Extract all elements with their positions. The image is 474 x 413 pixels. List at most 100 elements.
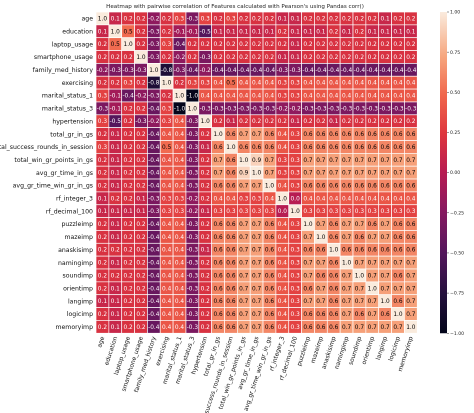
cell-value: 0.7 — [239, 183, 249, 189]
cell-value: 0.7 — [316, 158, 326, 164]
cell-value: 0.7 — [303, 158, 313, 164]
cell-value: 0.3 — [291, 235, 301, 241]
cell-value: 0.7 — [355, 171, 365, 177]
cell-value: 0.3 — [188, 81, 198, 87]
cell-value: 0.7 — [381, 235, 391, 241]
cell-value: 0.2 — [188, 55, 198, 61]
cell-value: -0.3 — [148, 196, 160, 202]
cell-value: 0.4 — [278, 248, 288, 254]
cell-value: 0.4 — [355, 81, 365, 87]
cell-value: 0.2 — [213, 42, 223, 48]
cell-value: 0.6 — [226, 286, 236, 292]
row-label: exercising — [62, 80, 93, 87]
cell-value: 0.3 — [162, 196, 172, 202]
cell-value: 0.3 — [239, 209, 249, 215]
cell-value: 0.6 — [265, 312, 275, 318]
cell-value: 0.2 — [226, 42, 236, 48]
cell-value: 0.6 — [252, 145, 262, 151]
cell-value: 0.2 — [136, 235, 146, 241]
cell-value: 0.2 — [136, 16, 146, 22]
cell-value: 0.4 — [381, 196, 391, 202]
colorbar-tick-label: 1.00 — [450, 10, 460, 16]
cell-value: 0.6 — [355, 235, 365, 241]
cell-value: 0.7 — [406, 171, 416, 177]
cell-value: 1.0 — [278, 196, 288, 202]
cell-value: -0.3 — [187, 222, 199, 228]
cell-value: 0.6 — [265, 299, 275, 305]
cell-value: 0.6 — [213, 183, 223, 189]
cell-value: 0.2 — [136, 261, 146, 267]
cell-value: 0.2 — [213, 55, 223, 61]
cell-value: 0.3 — [252, 209, 262, 215]
cell-value: -0.3 — [97, 106, 109, 112]
cell-value: -0.3 — [187, 312, 199, 318]
cell-value: 0.7 — [393, 286, 403, 292]
cell-value: 0.2 — [136, 183, 146, 189]
cell-value: 0.3 — [291, 81, 301, 87]
cell-value: 0.2 — [265, 16, 275, 22]
cell-value: 0.7 — [252, 325, 262, 331]
cell-value: 0.7 — [381, 171, 391, 177]
heatmap-cells: 1.0 0.1 0.2 0.2 -0.2 0.2 0.3 -0.3 0.3 0.2 0.3 0.2 0.… — [95, 11, 418, 334]
cell-value: -0.4 — [148, 158, 160, 164]
cell-value: 0.6 — [213, 325, 223, 331]
cell-value: 0.4 — [393, 94, 403, 100]
cell-value: -0.2 — [135, 94, 147, 100]
cell-value: 0.4 — [329, 81, 339, 87]
cell-value: 0.3 — [98, 119, 108, 125]
cell-value: -0.3 — [187, 273, 199, 279]
cell-value: 0.1 — [111, 286, 121, 292]
cell-value: 0.2 — [98, 81, 108, 87]
cell-value: 0.7 — [342, 222, 352, 228]
cell-value: 0.2 — [136, 273, 146, 279]
cell-value: 1.0 — [149, 68, 159, 74]
cell-value: 0.7 — [252, 273, 262, 279]
cell-value: 0.3 — [278, 171, 288, 177]
cell-value: -0.4 — [148, 273, 160, 279]
cell-value: 0.2 — [188, 42, 198, 48]
cell-value: 0.7 — [368, 158, 378, 164]
cell-value: -0.3 — [148, 209, 160, 215]
cell-value: 0.2 — [136, 222, 146, 228]
cell-value: -0.1 — [187, 29, 199, 35]
cell-value: -0.3 — [187, 132, 199, 138]
cell-value: -0.4 — [148, 106, 160, 112]
cell-value: 0.6 — [368, 132, 378, 138]
cell-value: 0.2 — [111, 55, 121, 61]
cell-value: -0.4 — [148, 312, 160, 318]
cell-value: 0.6 — [265, 132, 275, 138]
cell-value: 0.3 — [162, 42, 172, 48]
cell-value: 0.6 — [342, 132, 352, 138]
cell-value: 0.2 — [98, 158, 108, 164]
cell-value: -0.3 — [187, 158, 199, 164]
cell-value: 0.6 — [226, 312, 236, 318]
cell-value: -0.4 — [379, 68, 391, 74]
cell-value: 0.7 — [355, 222, 365, 228]
cell-value: 0.0 — [291, 196, 301, 202]
cell-value: 0.6 — [329, 286, 339, 292]
cell-value: 0.7 — [342, 286, 352, 292]
cell-value: 0.2 — [124, 299, 134, 305]
cell-value: 0.6 — [303, 145, 313, 151]
cell-value: 0.4 — [265, 81, 275, 87]
cell-value: 0.7 — [239, 273, 249, 279]
cell-value: 0.2 — [355, 119, 365, 125]
cell-value: 1.0 — [355, 273, 365, 279]
cell-value: -0.3 — [135, 119, 147, 125]
cell-value: 0.2 — [239, 119, 249, 125]
cell-value: 0.1 — [226, 29, 236, 35]
cell-value: 0.7 — [368, 299, 378, 305]
cell-value: 1.0 — [98, 16, 108, 22]
cell-value: 0.2 — [124, 171, 134, 177]
row-label: rf_decimal_100 — [46, 208, 93, 215]
cell-value: 0.2 — [329, 29, 339, 35]
cell-value: 0.7 — [239, 286, 249, 292]
cell-value: 0.6 — [265, 261, 275, 267]
row-label: rf_integer_3 — [56, 196, 93, 203]
cell-value: 0.4 — [226, 94, 236, 100]
cell-value: -0.8 — [148, 81, 160, 87]
cell-value: -0.4 — [148, 325, 160, 331]
cell-value: 0.7 — [303, 299, 313, 305]
cell-value: 0.1 — [291, 29, 301, 35]
cell-value: 0.3 — [291, 261, 301, 267]
